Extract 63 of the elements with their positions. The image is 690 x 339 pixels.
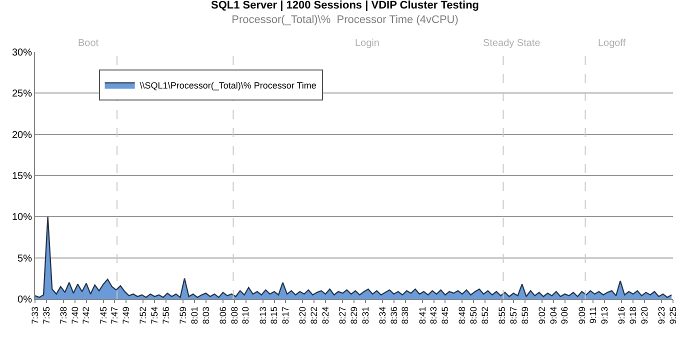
x-tick-label: 7:42 [81,306,92,324]
x-tick-label: 9:02 [536,306,547,324]
x-tick-label: 8:01 [189,306,200,324]
x-tick-label: 9:09 [576,306,587,324]
y-tick-label: 30% [12,48,32,58]
x-tick-label: 8:15 [269,306,280,324]
x-tick-label: 9:04 [548,306,558,324]
x-tick-label: 8:59 [520,306,530,324]
x-tick-label: 8:48 [457,306,468,324]
y-tick-label: 25% [12,88,32,100]
y-tick-label: 20% [12,130,32,141]
x-tick-label: 7:35 [41,306,52,324]
x-tick-label: 7:52 [138,306,148,324]
x-tick-label: 8:45 [440,306,450,324]
x-tick-label: 8:17 [280,306,291,324]
x-tick-label: 8:22 [309,306,320,324]
x-tick-label: 9:16 [616,306,627,324]
x-tick-label: 8:24 [320,306,330,324]
x-tick-label: 8:50 [468,306,479,324]
x-tick-label: 8:03 [200,306,211,324]
x-tick-label: 8:43 [428,306,439,324]
x-tick-label: 8:08 [229,306,240,324]
text: Steady State [483,38,541,49]
x-tick-label: 7:56 [160,306,171,324]
text: Logoff [598,38,626,49]
text: Boot [78,38,99,49]
x-tick-label: 8:52 [480,306,490,324]
x-tick-label: 8:57 [508,306,518,324]
x-tick-label: 9:20 [639,306,650,324]
x-tick-label: 9:23 [656,306,667,324]
x-tick-label: 7:59 [178,306,188,324]
x-tick-label: 8:06 [218,306,228,324]
y-tick-label: 5% [18,253,32,264]
x-tick-label: 8:13 [258,306,268,324]
x-tick-label: 7:33 [30,306,40,324]
x-tick-label: 8:41 [417,306,428,324]
x-tick-label: 7:49 [121,306,132,324]
legend-label: \\SQL1\Processor(_Total)\% Processor Time [140,80,316,90]
x-tick-label: 9:18 [628,306,638,324]
x-tick-label: 8:34 [377,306,388,324]
x-tick-label: 7:38 [58,306,68,324]
x-tick-label: 7:40 [70,306,80,324]
x-tick-label: 9:25 [668,306,678,324]
y-tick-label: 0% [18,294,32,306]
x-tick-label: 8:27 [338,306,348,324]
chart-subtitle: Processor(_Total)\% Processor Time (4vCPU) [232,14,458,26]
chart-title: SQL1 Server | 1200 Sessions | VDIP Cluster Testing [210,0,480,12]
x-tick-label: 7:45 [98,306,108,324]
text: Login [355,38,380,49]
x-tick-label: 8:29 [348,306,359,324]
x-tick-label: 8:20 [298,306,308,324]
x-tick-label: 7:47 [110,306,120,324]
x-tick-label: 8:10 [240,306,251,324]
y-tick-label: 15% [12,171,32,182]
x-tick-label: 9:11 [588,306,598,324]
x-tick-label: 8:31 [360,306,370,324]
y-tick-label: 10% [12,212,32,224]
x-tick-label: 8:36 [388,306,399,324]
x-tick-label: 9:13 [600,306,610,324]
x-tick-label: 7:54 [150,306,160,324]
x-tick-label: 8:38 [400,306,410,324]
x-tick-label: 8:55 [497,306,508,324]
x-tick-label: 9:06 [560,306,570,324]
